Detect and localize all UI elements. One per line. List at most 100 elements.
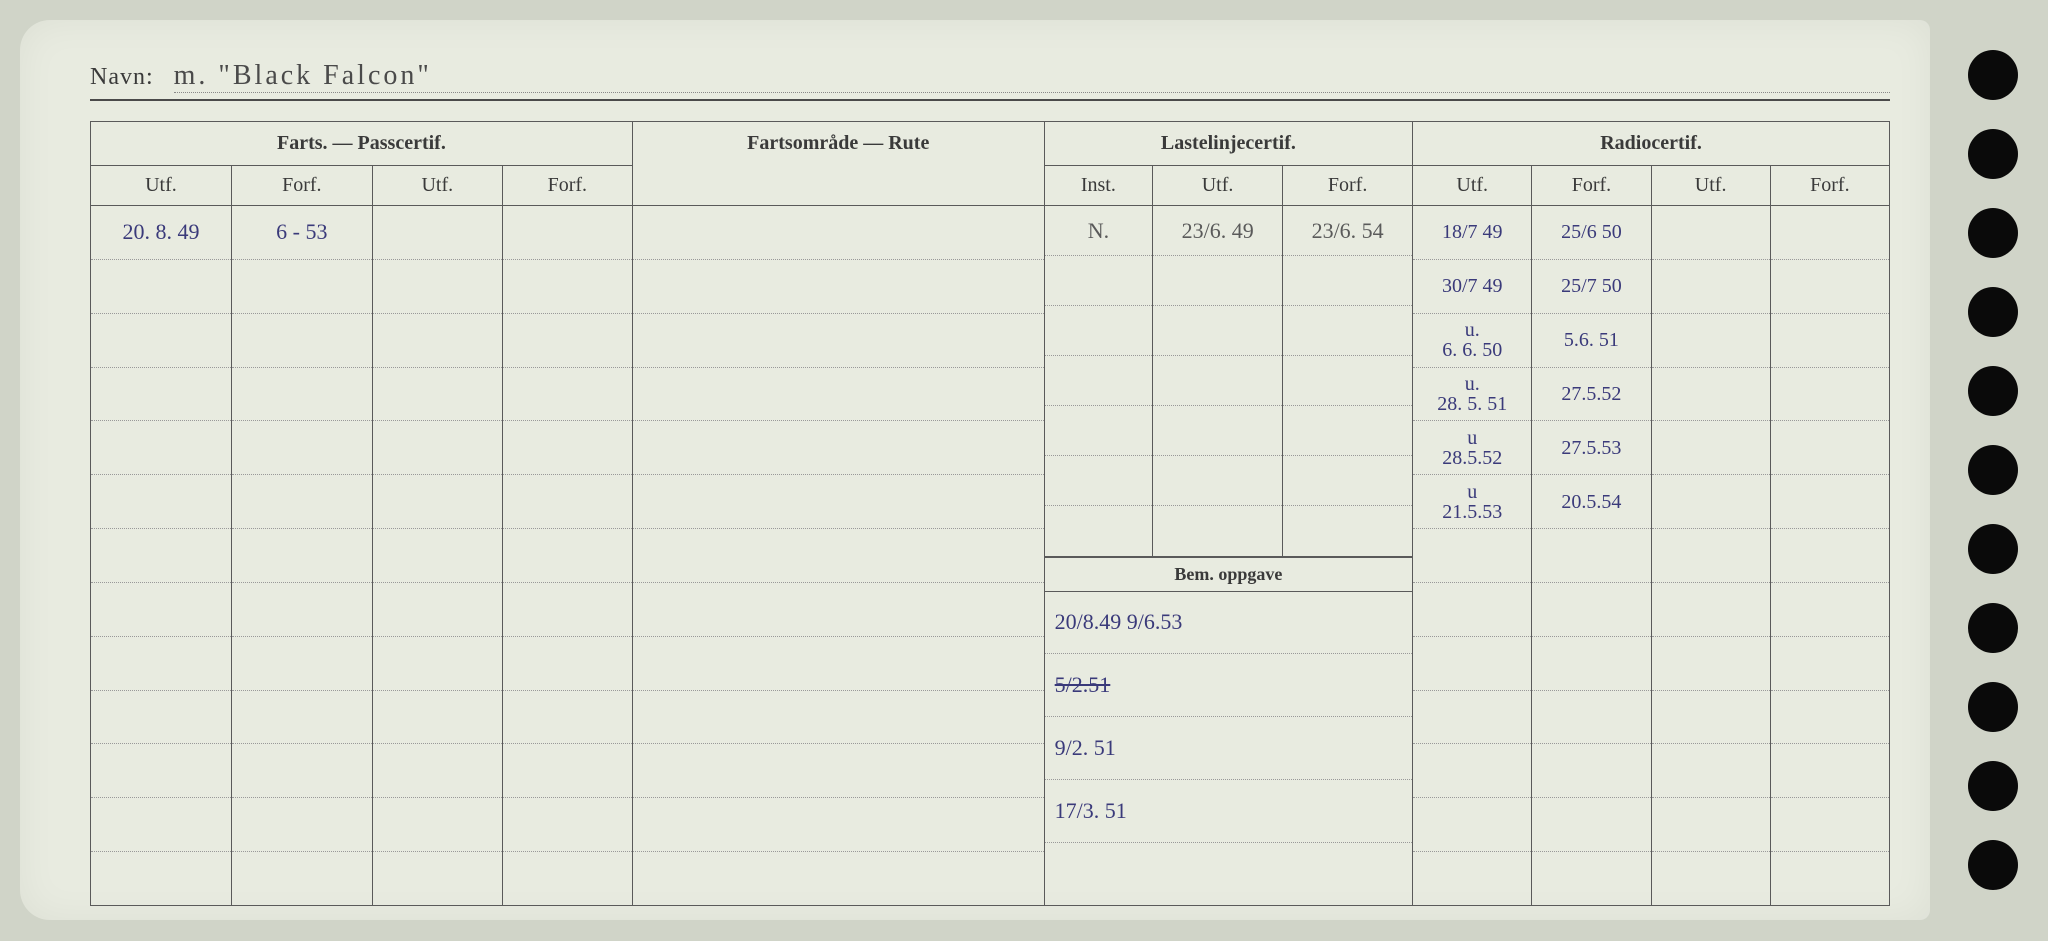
cell-row	[1413, 637, 1531, 691]
binder-hole	[1968, 682, 2018, 732]
cell-row	[232, 475, 372, 529]
hdr-forf-4: Forf.	[1532, 166, 1651, 206]
cell-row: u 28.5.52	[1413, 421, 1531, 475]
cell-row	[633, 798, 1044, 852]
cell-row	[1045, 256, 1152, 306]
cell-row	[503, 368, 632, 422]
cell-row	[1532, 744, 1650, 798]
cell-row: 20.5.54	[1532, 475, 1650, 529]
cell-row	[91, 852, 231, 905]
cell-row	[232, 368, 372, 422]
cell-row	[91, 421, 231, 475]
binder-holes	[1968, 50, 2028, 890]
binder-hole	[1968, 129, 2018, 179]
name-value: m. "Black Falcon"	[174, 60, 1890, 93]
cell-row	[633, 529, 1044, 583]
col-radio-forf2	[1770, 206, 1889, 906]
bem-oppgave: Bem. oppgave 20/8.49 9/6.535/2.519/2. 51…	[1045, 556, 1412, 906]
cell-row	[1771, 583, 1889, 637]
cell-row	[373, 798, 502, 852]
hdr-forf-3: Forf.	[1283, 166, 1413, 206]
cell-row	[1283, 356, 1412, 406]
binder-hole	[1968, 366, 2018, 416]
cell-row	[373, 368, 502, 422]
cell-row	[373, 691, 502, 745]
cell-row	[1153, 256, 1282, 306]
cell-row	[373, 260, 502, 314]
cell-row	[1413, 583, 1531, 637]
cell-row	[1771, 475, 1889, 529]
binder-hole	[1968, 445, 2018, 495]
cell-row	[1045, 406, 1152, 456]
cell-row	[232, 583, 372, 637]
binder-hole	[1968, 287, 2018, 337]
cell-row	[1771, 798, 1889, 852]
cell-row	[91, 368, 231, 422]
cell-row: 25/6 50	[1532, 206, 1650, 260]
cell-row	[1771, 852, 1889, 905]
cell-row	[1532, 529, 1650, 583]
hdr-utf-3: Utf.	[1153, 166, 1283, 206]
bem-row: 20/8.49 9/6.53	[1045, 592, 1412, 655]
cell-row	[1771, 314, 1889, 368]
cell-row	[1652, 475, 1770, 529]
col-fartsomrade	[632, 206, 1044, 906]
cell-row	[373, 475, 502, 529]
hdr-utf-1: Utf.	[91, 166, 232, 206]
cell-row	[91, 529, 231, 583]
cell-row: 27.5.52	[1532, 368, 1650, 422]
cell-row	[1652, 368, 1770, 422]
cell-row: u 21.5.53	[1413, 475, 1531, 529]
hdr-inst: Inst.	[1044, 166, 1152, 206]
cell-row	[1771, 260, 1889, 314]
cell-row	[232, 529, 372, 583]
cell-row	[503, 798, 632, 852]
col-radio-utf1: 18/7 4930/7 49u. 6. 6. 50u. 28. 5. 51u 2…	[1413, 206, 1532, 906]
cell-row: 6 - 53	[232, 206, 372, 260]
col-lastelinje-group: N. 23/6. 49 23/6. 54 Bem. oppgave 20/8.4…	[1044, 206, 1412, 906]
cell-row	[503, 260, 632, 314]
bem-row: 9/2. 51	[1045, 717, 1412, 780]
cell-row	[1532, 691, 1650, 745]
cell-row	[373, 637, 502, 691]
cell-row: 27.5.53	[1532, 421, 1650, 475]
cell-row	[373, 206, 502, 260]
cell-row	[633, 475, 1044, 529]
data-row: 20. 8. 49 6 - 53	[91, 206, 1890, 906]
cell-row	[1413, 798, 1531, 852]
cell-row	[1532, 852, 1650, 905]
cell-row	[232, 798, 372, 852]
cell-row	[503, 583, 632, 637]
hdr-lastelinje: Lastelinjecertif.	[1044, 122, 1412, 166]
laste-upper: N. 23/6. 49 23/6. 54	[1045, 206, 1412, 556]
col-farts-utf2	[372, 206, 502, 906]
cell-row: N.	[1045, 206, 1152, 256]
col-farts-utf1: 20. 8. 49	[91, 206, 232, 906]
cell-row	[1153, 506, 1282, 555]
cell-row	[1413, 529, 1531, 583]
cell-row	[633, 852, 1044, 905]
cell-row	[91, 744, 231, 798]
col-radio-forf1: 25/6 5025/7 505.6. 5127.5.5227.5.5320.5.…	[1532, 206, 1651, 906]
cell-row	[1283, 406, 1412, 456]
cell-row: u. 6. 6. 50	[1413, 314, 1531, 368]
cell-row	[1771, 421, 1889, 475]
cell-row	[1771, 691, 1889, 745]
cell-row: 18/7 49	[1413, 206, 1531, 260]
cell-row	[232, 691, 372, 745]
cell-row	[1532, 798, 1650, 852]
cell-row	[373, 583, 502, 637]
bem-row: 5/2.51	[1045, 654, 1412, 717]
cell-row	[1652, 206, 1770, 260]
cell-row	[503, 691, 632, 745]
col-farts-forf1: 6 - 53	[231, 206, 372, 906]
cell-row	[1771, 744, 1889, 798]
cell-row	[1153, 306, 1282, 356]
cell-row: u. 28. 5. 51	[1413, 368, 1531, 422]
cell-row	[1045, 506, 1152, 555]
cell-row	[633, 583, 1044, 637]
cell-row	[373, 314, 502, 368]
cell-row	[1045, 356, 1152, 406]
binder-hole	[1968, 524, 2018, 574]
cell-row	[91, 691, 231, 745]
